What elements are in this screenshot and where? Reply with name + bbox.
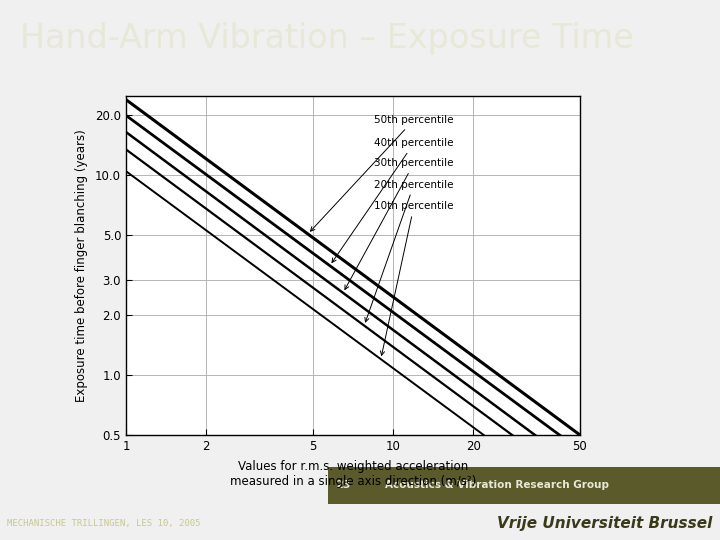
- Text: 40th percentile: 40th percentile: [332, 138, 454, 262]
- X-axis label: Values for r.m.s. weighted acceleration
measured in a single axis direction (m/s: Values for r.m.s. weighted acceleration …: [230, 460, 476, 488]
- Text: 10th percentile: 10th percentile: [374, 201, 454, 355]
- Text: 23: 23: [335, 480, 350, 490]
- Text: MECHANISCHE TRILLINGEN, LES 10, 2005: MECHANISCHE TRILLINGEN, LES 10, 2005: [7, 519, 201, 529]
- Bar: [328, 467, 720, 503]
- Text: 30th percentile: 30th percentile: [345, 158, 454, 289]
- Y-axis label: Exposure time before finger blanching (years): Exposure time before finger blanching (y…: [75, 129, 88, 402]
- Text: Vrije Universiteit Brussel: Vrije Universiteit Brussel: [498, 516, 713, 531]
- Text: Acoustics & Vibration Research Group: Acoustics & Vibration Research Group: [385, 480, 609, 490]
- Text: 20th percentile: 20th percentile: [365, 179, 454, 322]
- Text: 50th percentile: 50th percentile: [310, 115, 454, 231]
- Text: Hand-Arm Vibration – Exposure Time: Hand-Arm Vibration – Exposure Time: [20, 22, 634, 55]
